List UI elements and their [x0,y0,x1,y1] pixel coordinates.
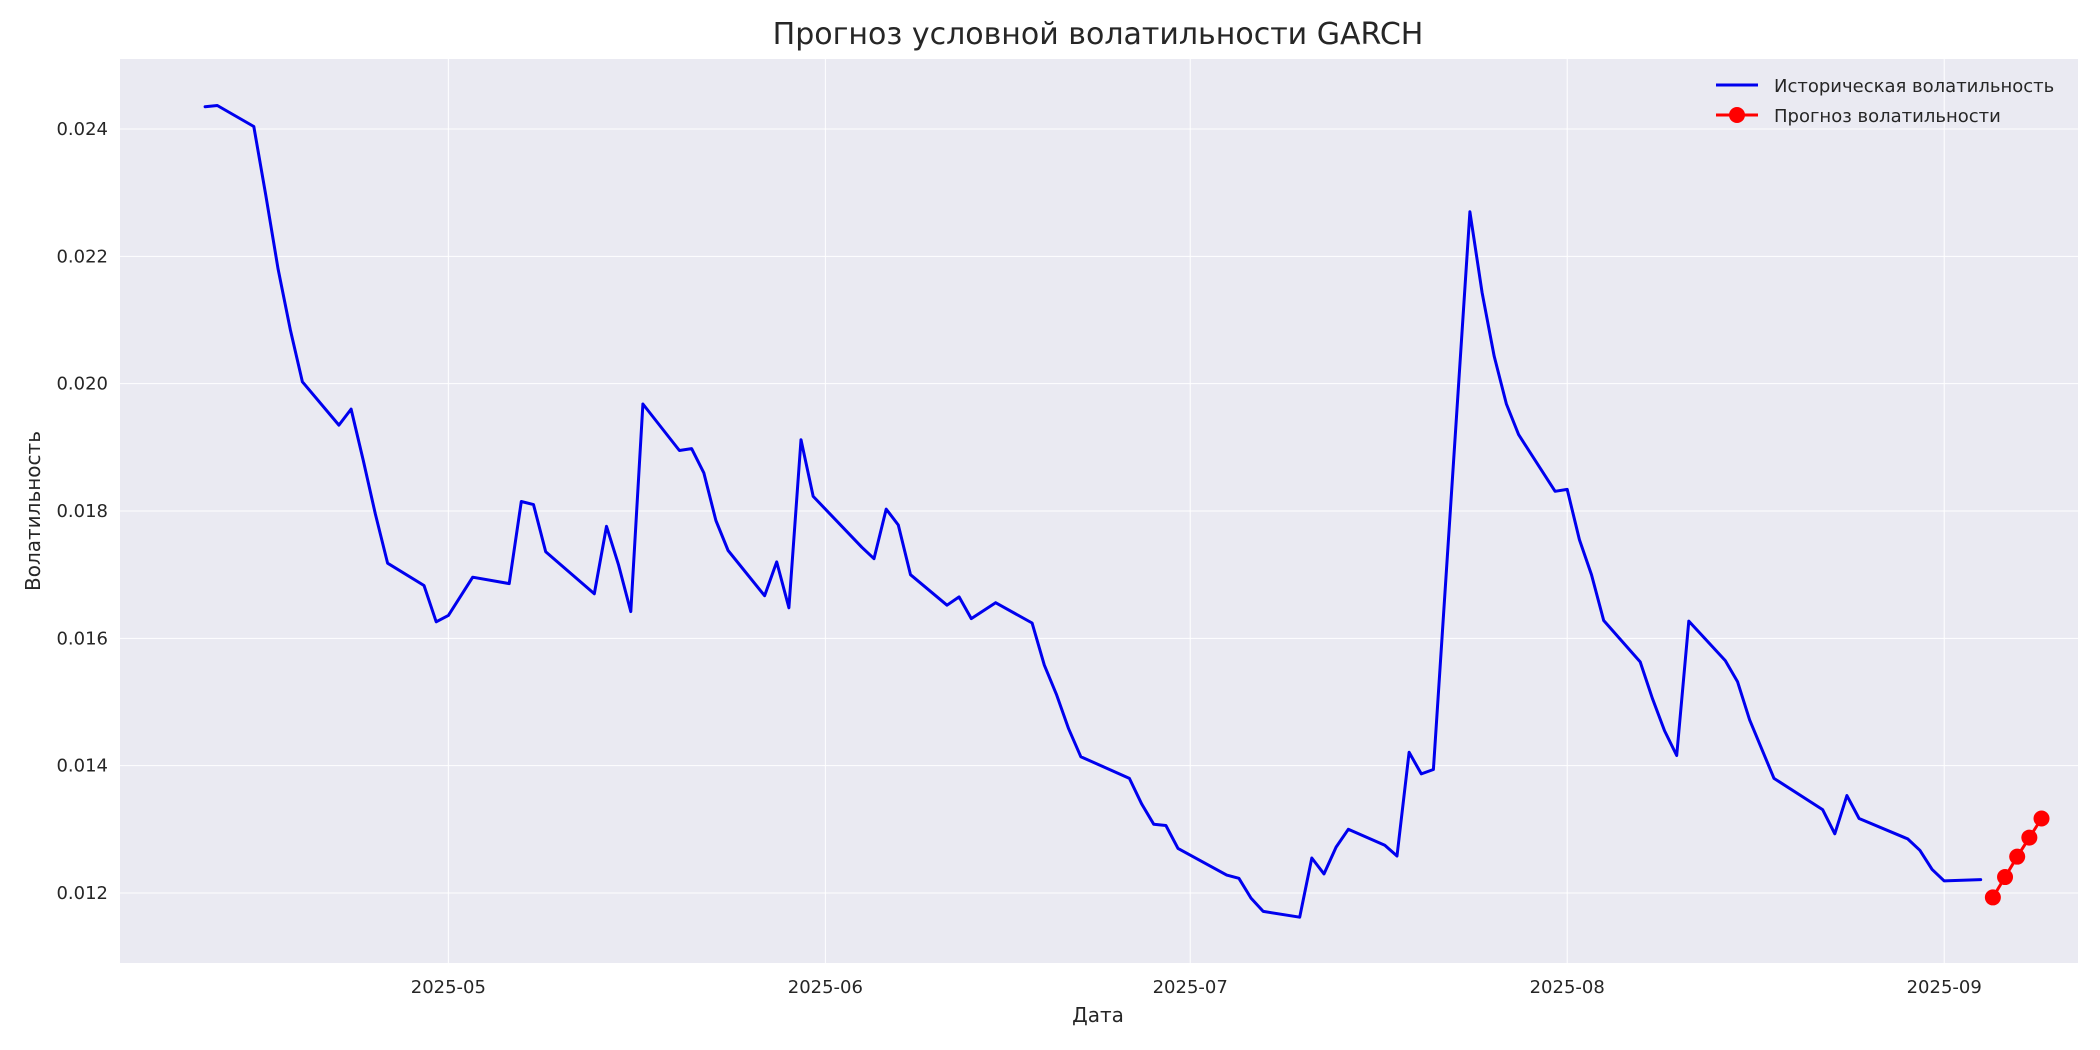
x-tick-label: 2025-07 [1153,977,1228,998]
historical-volatility-line [203,104,1983,919]
y-tick-label: 0.024 [56,119,108,140]
legend-forecast-label: Прогноз волатильности [1774,106,2001,127]
legend-forecast-marker [1729,107,1745,123]
grid-lines [120,59,2078,963]
forecast-point [2021,829,2038,846]
x-tick-label: 2025-06 [788,977,863,998]
forecast-point [2033,810,2050,827]
y-axis-label: Волатильность [21,431,45,591]
legend: Историческая волатильность Прогноз волат… [1716,76,2054,127]
legend-historical-label: Историческая волатильность [1774,76,2054,97]
series-layer [203,104,2050,919]
forecast-point [1997,869,2014,886]
forecast-point [2009,848,2026,865]
y-tick-label: 0.020 [56,374,108,395]
y-tick-label: 0.016 [56,628,108,649]
y-tick-label: 0.022 [56,246,108,267]
x-axis-label: Дата [1072,1003,1124,1027]
y-tick-label: 0.012 [56,883,108,904]
chart-title: Прогноз условной волатильности GARCH [773,17,1424,52]
y-axis-ticks: 0.012 0.014 0.016 0.018 0.020 0.022 0.024 [56,119,108,904]
y-tick-label: 0.018 [56,501,108,522]
y-tick-label: 0.014 [56,756,108,777]
x-tick-label: 2025-08 [1530,977,1605,998]
x-tick-label: 2025-09 [1907,977,1982,998]
forecast-point [1984,889,2001,906]
x-axis-ticks: 2025-05 2025-06 2025-07 2025-08 2025-09 [411,977,1982,998]
x-tick-label: 2025-05 [411,977,486,998]
